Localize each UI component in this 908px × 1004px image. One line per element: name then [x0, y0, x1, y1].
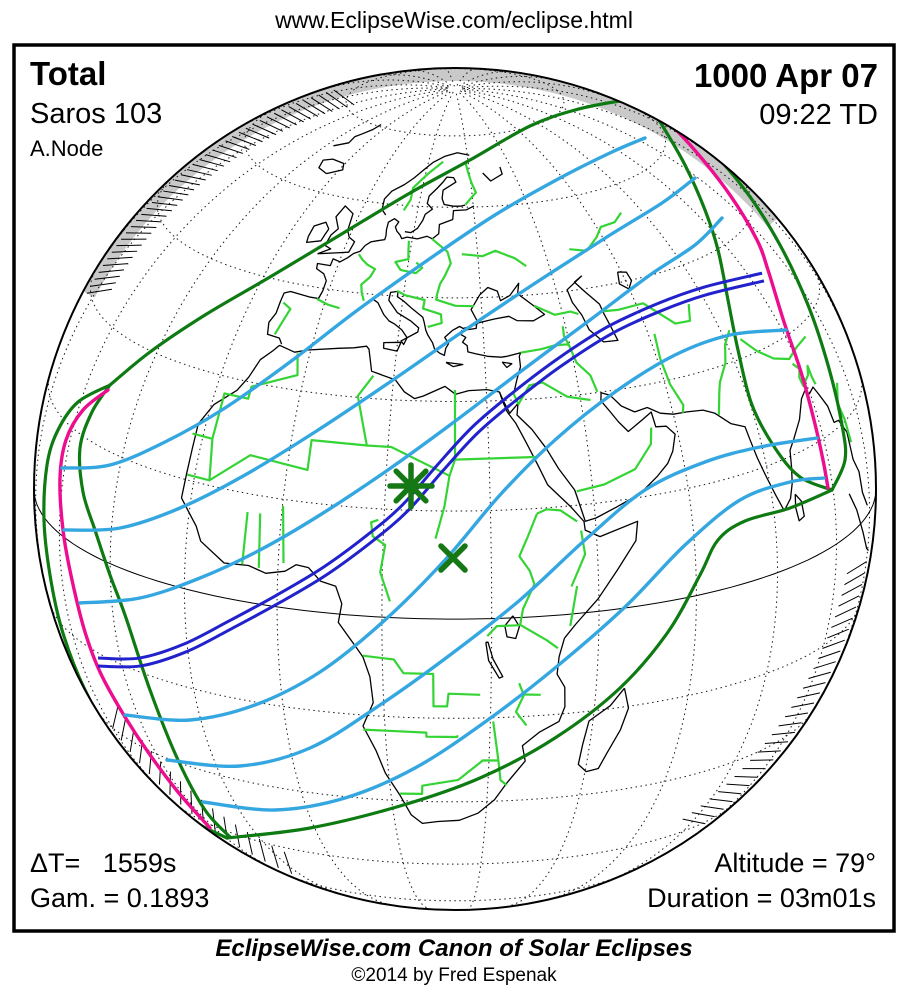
equator-line: [34, 491, 876, 620]
x-marker: [438, 543, 468, 573]
eclipse-info-top-right: 1000 Apr 07 09:22 TD: [694, 58, 878, 131]
magnitude-contour-south-1: [123, 328, 788, 723]
greatest-eclipse-marker: [387, 462, 435, 510]
delta-t-value: ΔT= 1559s: [30, 848, 177, 878]
map-frame: [12, 43, 896, 933]
magnitude-contour-south-2: [165, 436, 819, 769]
magnitude-contour-south-3: [201, 476, 826, 812]
umbral-path-north-limit: [97, 279, 765, 669]
footer: EclipseWise.com Canon of Solar Eclipses …: [0, 936, 908, 986]
south-penumbral-limit: [225, 488, 834, 840]
west-sunrise-sunset-curve: [58, 388, 212, 830]
globe-disk: [34, 68, 876, 910]
north-penumbral-limit: [108, 97, 647, 387]
limb-hatching: [86, 89, 867, 874]
country-borders: [186, 160, 853, 795]
eclipse-info-bottom-left: ΔT= 1559s Gam. = 0.1893: [30, 843, 209, 913]
page-title-url: www.EclipseWise.com/eclipse.html: [275, 7, 633, 33]
globe-outline: [33, 67, 877, 911]
footer-copyright: ©2014 by Fred Espenak: [351, 964, 557, 986]
magnitude-contour-north-3: [60, 136, 647, 470]
eclipse-date: 1000 Apr 07: [693, 57, 878, 94]
magnitude-contour-north-2: [62, 176, 697, 532]
duration-value: Duration = 03m01s: [647, 883, 876, 914]
globe-contents: [34, 68, 876, 910]
west-inner-penumbral-limit: [77, 383, 232, 839]
node-label: A.Node: [30, 135, 104, 161]
eclipse-info-bottom-right: Altitude = 79° Duration = 03m01s: [647, 843, 876, 913]
magnitude-contour-north-1: [78, 216, 724, 605]
eclipse-info-top-left: Total Saros 103 A.Node: [30, 56, 162, 161]
gamma-value: Gam. = 0.1893: [30, 883, 210, 914]
east-inner-penumbral-limit: [643, 97, 834, 492]
east-sunrise-sunset-curve: [646, 99, 830, 490]
eclipse-type-label: Total: [30, 55, 107, 92]
footer-title: EclipseWise.com Canon of Solar Eclipses: [215, 935, 693, 962]
altitude-value: Altitude = 79°: [714, 848, 876, 878]
saros-label: Saros 103: [30, 97, 163, 130]
eclipse-time: 09:22 TD: [759, 98, 878, 131]
